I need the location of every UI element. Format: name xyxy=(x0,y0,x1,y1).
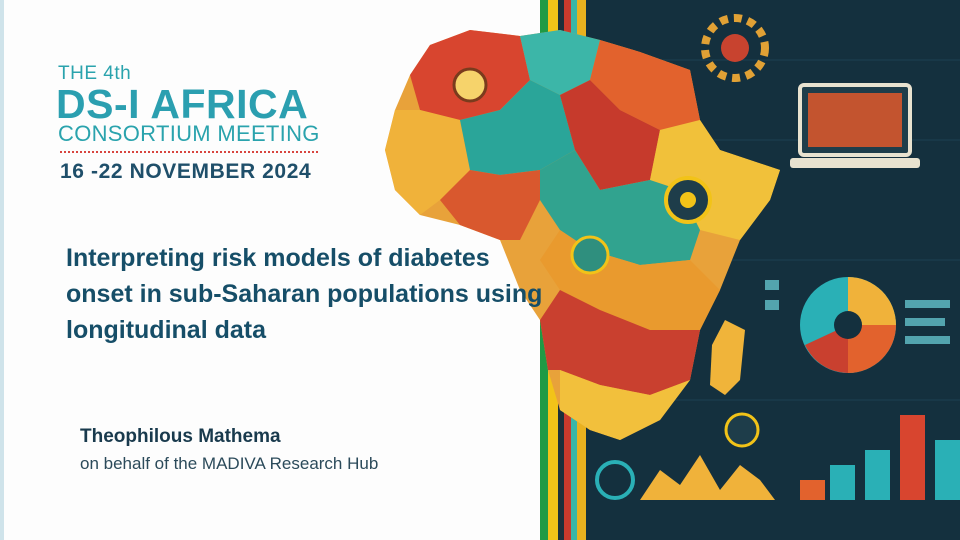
gear-icon xyxy=(701,14,769,82)
left-accent-line xyxy=(0,0,4,540)
event-subtitle: CONSORTIUM MEETING xyxy=(58,121,320,146)
laptop-icon xyxy=(790,83,920,168)
presenter-name: Theophilous Mathema xyxy=(80,426,281,447)
medical-emblem-icon xyxy=(595,412,775,500)
bar-chart-icon xyxy=(800,415,960,500)
panel-figures xyxy=(765,280,950,344)
talk-title: Interpreting risk models of diabetes ons… xyxy=(66,244,543,344)
presenter-affiliation: on behalf of the MADIVA Research Hub xyxy=(80,454,379,473)
pie-chart-icon xyxy=(800,277,896,373)
africa-map-illustration xyxy=(385,30,780,440)
dotted-divider xyxy=(60,151,318,153)
event-edition: THE 4th xyxy=(58,63,132,84)
event-dates: 16 -22 NOVEMBER 2024 xyxy=(60,160,312,183)
event-name: DS-I AFRICA xyxy=(56,81,309,127)
africa-data-artwork xyxy=(385,0,960,540)
